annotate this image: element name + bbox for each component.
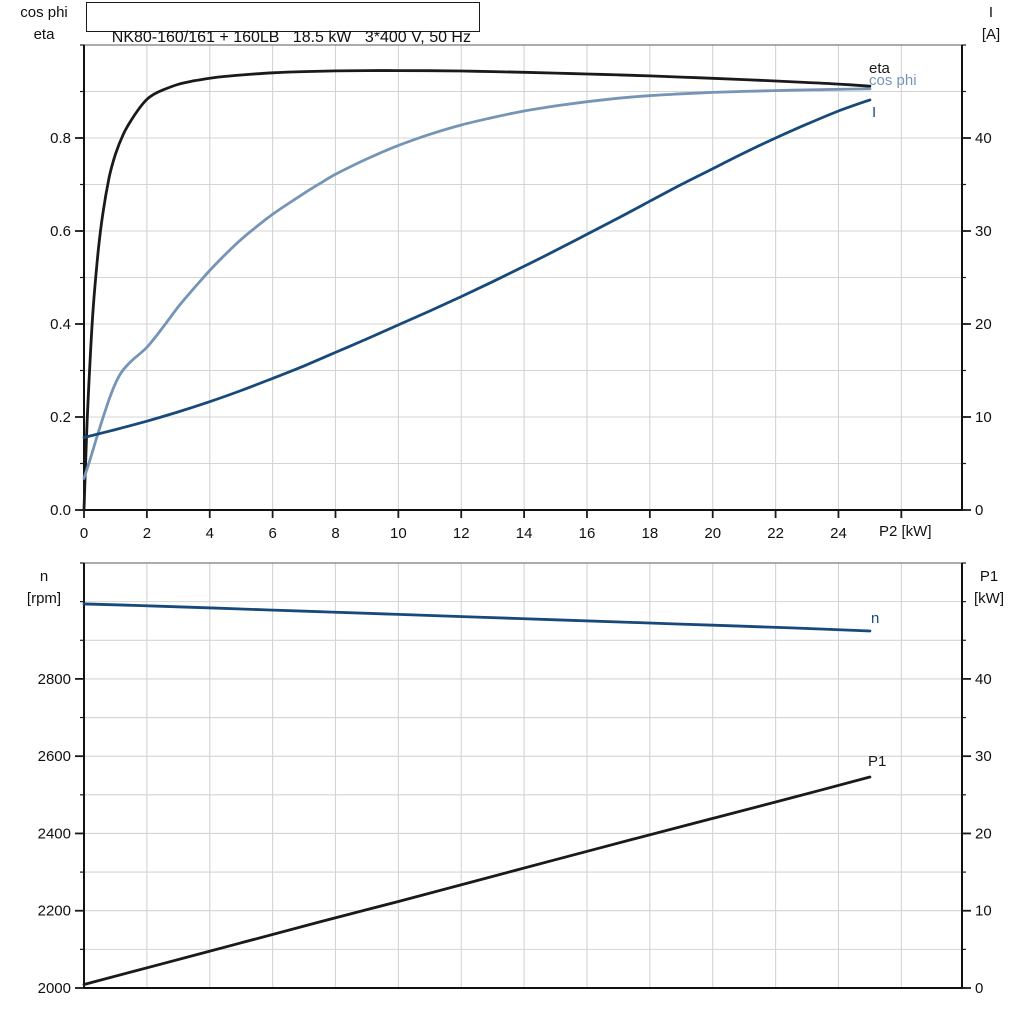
x-tick-label: 20 — [704, 525, 721, 542]
curve-label-input-power-P1: P1 — [868, 753, 886, 770]
x-tick-label: 10 — [390, 525, 407, 542]
x-tick-label: 16 — [579, 525, 596, 542]
right-axis-title-top: I [A] — [966, 2, 1016, 46]
y-right-tick-label: 20 — [975, 825, 992, 842]
eta-axis-label: eta — [33, 26, 55, 43]
x-tick-label: 24 — [830, 525, 847, 542]
x-tick-label: 6 — [268, 525, 276, 542]
p1-axis-label: P1 — [979, 568, 999, 585]
x-tick-label: 12 — [453, 525, 470, 542]
x-tick-label: 22 — [767, 525, 784, 542]
y-left-tick-label: 2800 — [38, 671, 71, 688]
current-axis-label: I — [988, 4, 994, 21]
y-left-tick-label: 0.0 — [50, 502, 71, 519]
curve-cos-phi — [82, 87, 872, 480]
y-left-tick-label: 2200 — [38, 903, 71, 920]
y-right-tick-label: 10 — [975, 903, 992, 920]
y-left-tick-label: 0.2 — [50, 409, 71, 426]
y-right-tick-label: 30 — [975, 748, 992, 765]
speed-axis-label: n — [39, 568, 49, 585]
y-right-tick-label: 0 — [975, 502, 983, 519]
x-tick-label: 18 — [641, 525, 658, 542]
x-tick-label: 4 — [206, 525, 214, 542]
p2-axis-label: P2 [kW] — [879, 523, 932, 540]
curve-label-eta: eta — [869, 60, 891, 77]
left-axis-title-top: cos phi eta — [8, 2, 80, 46]
y-left-tick-label: 2000 — [38, 980, 71, 997]
curve-label-speed-n: n — [871, 610, 879, 627]
right-axis-title-bottom: P1 [kW] — [960, 566, 1018, 610]
curve-label-current-I: I — [872, 104, 876, 121]
curve-speed-n — [82, 602, 872, 633]
y-left-tick-label: 0.4 — [50, 316, 71, 333]
x-tick-label: 14 — [516, 525, 533, 542]
y-left-tick-label: 0.8 — [50, 130, 71, 147]
x-tick-label: 8 — [331, 525, 339, 542]
y-right-tick-label: 10 — [975, 409, 992, 426]
x-tick-label: 2 — [143, 525, 151, 542]
title-box: NK80-160/161 + 160LB 18.5 kW 3*400 V, 50… — [86, 2, 480, 46]
speed-unit-label: [rpm] — [26, 590, 62, 607]
current-unit-label: [A] — [981, 26, 1001, 43]
curve-label-cos-phi: cos phi — [869, 72, 917, 89]
curve-current-I — [82, 98, 872, 439]
p1-unit-label: [kW] — [974, 590, 1004, 607]
x-tick-label: 0 — [80, 525, 88, 542]
cos-phi-axis-label: cos phi — [20, 4, 68, 21]
y-left-tick-label: 2600 — [38, 748, 71, 765]
left-axis-title-bottom: n [rpm] — [8, 566, 80, 610]
y-right-tick-label: 40 — [975, 671, 992, 688]
y-right-tick-label: 40 — [975, 130, 992, 147]
curve-eta — [82, 69, 872, 512]
curve-input-power-P1 — [82, 775, 872, 986]
title-text: NK80-160/161 + 160LB 18.5 kW 3*400 V, 50… — [111, 29, 471, 46]
y-left-tick-label: 0.6 — [50, 223, 71, 240]
y-right-tick-label: 20 — [975, 316, 992, 333]
y-right-tick-label: 30 — [975, 223, 992, 240]
y-left-tick-label: 2400 — [38, 825, 71, 842]
y-right-tick-label: 0 — [975, 980, 983, 997]
